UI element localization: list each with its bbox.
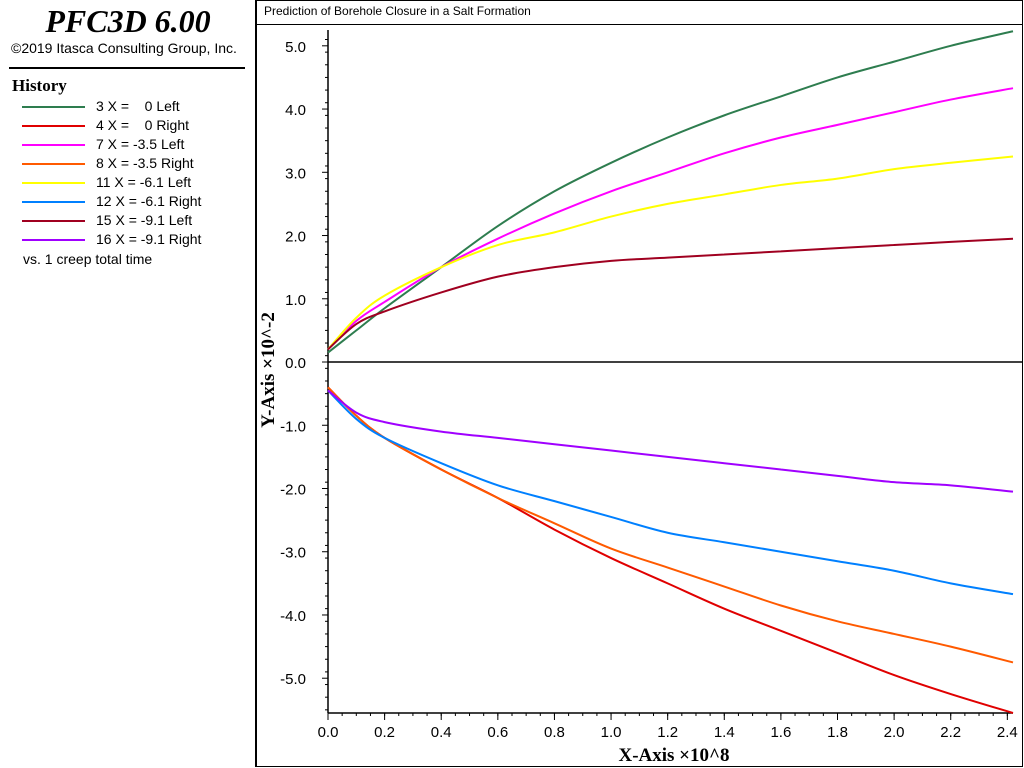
chart-ticks: 0.0 0.2 0.4 0.6 0.8 1.0 1.2 1.4 1.6 1.8 2.0 2.2 2.4 5… <box>280 39 1018 741</box>
y-tick-label: 3.0 <box>285 165 306 182</box>
legend-swatch <box>22 239 85 241</box>
series-line <box>327 87 1014 351</box>
x-axis-label: X-Axis ×10^8 <box>618 745 729 766</box>
x-tick-label: 2.2 <box>940 724 961 741</box>
y-tick-label: -3.0 <box>280 545 306 562</box>
x-tick-label: 1.2 <box>657 724 678 741</box>
plot-title: Prediction of Borehole Closure in a Salt… <box>264 4 531 18</box>
y-tick-label: -4.0 <box>280 608 306 625</box>
y-tick-label: 5.0 <box>285 39 306 56</box>
legend-label: 4 X = 0 Right <box>96 117 189 133</box>
legend-label: 11 X = -6.1 Left <box>96 174 192 190</box>
legend-label: 12 X = -6.1 Right <box>96 193 202 209</box>
chart-series <box>327 30 1014 714</box>
series-line <box>327 237 1014 351</box>
x-tick-label: 1.0 <box>601 724 622 741</box>
series-line <box>327 389 1014 493</box>
history-panel: PFC3D 6.00 ©2019 Itasca Consulting Group… <box>0 0 256 767</box>
legend-label: 8 X = -3.5 Right <box>96 155 194 171</box>
x-tick-label: 0.6 <box>487 724 508 741</box>
y-tick-label: -2.0 <box>280 481 306 498</box>
x-tick-label: 2.4 <box>997 724 1018 741</box>
legend-label: 15 X = -9.1 Left <box>96 212 193 228</box>
y-tick-label: 4.0 <box>285 102 306 119</box>
x-tick-label: 2.0 <box>884 724 905 741</box>
y-tick-label: -5.0 <box>280 671 306 688</box>
chart-axes <box>327 30 1022 714</box>
x-tick-label: 1.8 <box>827 724 848 741</box>
x-tick-label: 0.2 <box>374 724 395 741</box>
series-line <box>327 386 1014 664</box>
y-tick-label: 2.0 <box>285 229 306 246</box>
legend-label: 16 X = -9.1 Right <box>96 231 202 247</box>
app-title: PFC3D 6.00 <box>45 3 211 39</box>
legend-label: 7 X = -3.5 Left <box>96 136 185 152</box>
y-axis-label: Y-Axis ×10^-2 <box>258 312 279 428</box>
legend-swatch <box>22 106 85 108</box>
history-title: History <box>12 76 67 95</box>
x-tick-label: 1.4 <box>714 724 735 741</box>
x-tick-label: 0.0 <box>318 724 339 741</box>
legend-swatch <box>22 163 85 165</box>
legend-swatch <box>22 144 85 146</box>
plot-title-box <box>256 0 1023 25</box>
legend-swatch <box>22 220 85 222</box>
legend-swatch <box>22 201 85 203</box>
legend-swatch <box>22 182 85 184</box>
legend-label: 3 X = 0 Left <box>96 98 180 114</box>
panel-divider <box>9 67 245 69</box>
x-tick-label: 1.6 <box>770 724 791 741</box>
y-tick-label: 1.0 <box>285 292 306 309</box>
y-tick-label: -1.0 <box>280 418 306 435</box>
legend-swatch <box>22 125 85 127</box>
x-tick-label: 0.4 <box>431 724 452 741</box>
x-tick-label: 0.8 <box>544 724 565 741</box>
copyright-text: ©2019 Itasca Consulting Group, Inc. <box>11 40 237 56</box>
series-line <box>327 30 1014 354</box>
series-line <box>327 155 1014 351</box>
y-tick-label: 0.0 <box>285 355 306 372</box>
series-line <box>327 389 1014 596</box>
series-line <box>327 386 1014 714</box>
history-footer: vs. 1 creep total time <box>23 251 153 267</box>
